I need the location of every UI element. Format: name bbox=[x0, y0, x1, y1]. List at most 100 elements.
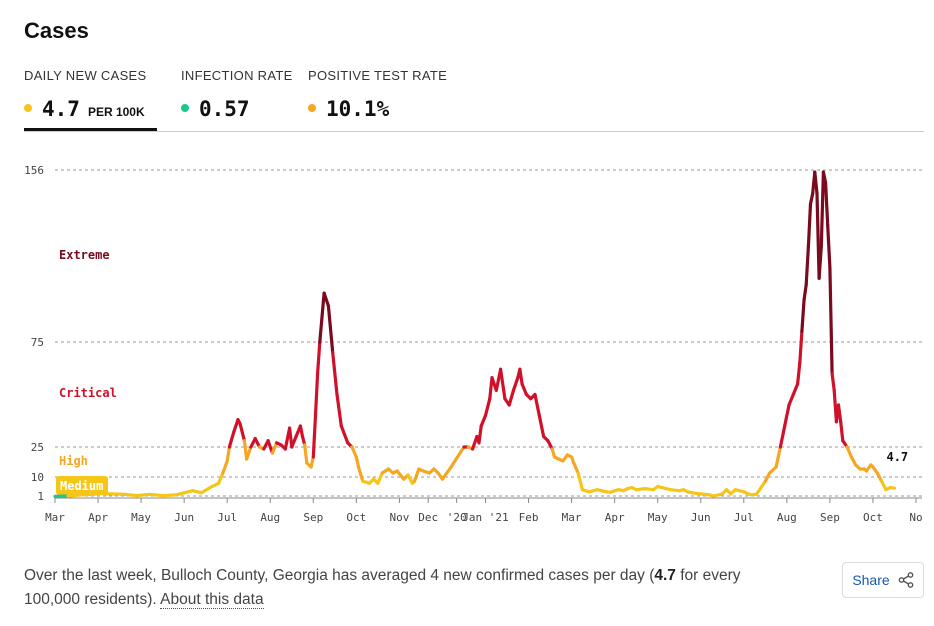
x-tick-label: May bbox=[648, 511, 668, 524]
series-segment bbox=[303, 443, 309, 465]
x-tick-label: Jun bbox=[174, 511, 194, 524]
series-segment bbox=[318, 291, 326, 344]
zone-label-bg bbox=[56, 476, 108, 495]
series-segment bbox=[576, 471, 585, 492]
series-segment bbox=[778, 424, 787, 449]
series-segment bbox=[350, 445, 358, 459]
level-dot-icon bbox=[308, 104, 316, 112]
x-tick-label: Feb bbox=[519, 511, 539, 524]
share-label: Share bbox=[852, 572, 890, 588]
x-tick-label: Aug bbox=[260, 511, 280, 524]
series-segment bbox=[804, 244, 811, 287]
x-tick-label: Jul bbox=[734, 511, 754, 524]
series-segment bbox=[79, 492, 96, 497]
series-segment bbox=[572, 461, 580, 475]
series-segment bbox=[533, 392, 541, 418]
series-segment bbox=[290, 434, 298, 449]
x-tick-label: No bbox=[909, 511, 922, 524]
series-segment bbox=[208, 481, 221, 490]
y-tick-label: 1 bbox=[37, 490, 44, 503]
x-tick-label: Apr bbox=[605, 511, 625, 524]
tab-positive-test-rate[interactable]: POSITIVE TEST RATE 10.1% bbox=[308, 68, 447, 121]
series-segment bbox=[477, 424, 483, 445]
zone-label-medium: Medium bbox=[60, 479, 103, 493]
series-segment bbox=[800, 297, 806, 333]
series-segment bbox=[817, 244, 823, 280]
series-segment bbox=[774, 445, 783, 469]
series-segment bbox=[298, 424, 305, 439]
x-tick-label: Mar bbox=[45, 511, 65, 524]
series-segment bbox=[335, 392, 343, 428]
series-segment bbox=[830, 371, 836, 392]
x-tick-label: Apr bbox=[88, 511, 108, 524]
x-tick-label: Nov bbox=[389, 511, 409, 524]
series-segment bbox=[354, 455, 361, 469]
series-segment bbox=[806, 202, 813, 249]
series-segment bbox=[221, 459, 229, 475]
series-segment bbox=[316, 340, 322, 376]
zone-label-critical: Critical bbox=[59, 386, 117, 400]
active-tab-indicator bbox=[24, 128, 157, 131]
y-tick-label: 10 bbox=[31, 471, 44, 484]
series-segment bbox=[238, 422, 246, 443]
series-segment bbox=[520, 382, 529, 397]
series-segment bbox=[499, 367, 507, 401]
series-segment bbox=[148, 492, 165, 498]
series-segment bbox=[135, 492, 152, 498]
tab-label: DAILY NEW CASES bbox=[24, 68, 147, 83]
y-tick-label: 25 bbox=[31, 441, 44, 454]
zone-label-extreme: Extreme bbox=[59, 248, 110, 262]
series-segment bbox=[798, 329, 804, 365]
series-segment bbox=[836, 403, 843, 424]
page-title: Cases bbox=[24, 18, 89, 43]
cases-series bbox=[53, 170, 897, 498]
x-tick-label: Sep bbox=[820, 511, 840, 524]
tab-daily-new-cases[interactable]: DAILY NEW CASES 4.7 PER 100K bbox=[24, 68, 157, 131]
x-tick-label: Oct bbox=[863, 511, 883, 524]
summary-after: for every 100,000 residents). bbox=[24, 567, 741, 608]
tab-label: INFECTION RATE bbox=[181, 68, 293, 83]
share-button[interactable]: Share bbox=[842, 562, 924, 598]
x-tick-label: Mar bbox=[562, 511, 582, 524]
series-segment bbox=[787, 392, 795, 407]
metric-tabs: DAILY NEW CASES 4.7 PER 100K INFECTION R… bbox=[24, 68, 924, 132]
series-segment bbox=[821, 170, 828, 185]
x-tick-label: '20 bbox=[447, 511, 467, 524]
series-segment bbox=[199, 486, 212, 495]
x-tick-label: Dec bbox=[418, 511, 438, 524]
tab-unit: PER 100K bbox=[87, 105, 145, 119]
summary-text: Over the last week, Bulloch County, Geor… bbox=[24, 564, 764, 612]
series-segment bbox=[245, 445, 253, 461]
series-segment bbox=[808, 191, 815, 206]
series-segment bbox=[828, 266, 834, 376]
tab-label: POSITIVE TEST RATE bbox=[308, 68, 448, 83]
series-segment bbox=[888, 486, 897, 490]
series-segment bbox=[376, 471, 384, 485]
cases-line-chart: 1 10 25 75 156 Mar Apr May Jun Jul Aug Sep Oct Nov Dec… bbox=[24, 164, 923, 524]
series-segment bbox=[313, 371, 320, 418]
tab-value: 4.7 bbox=[42, 97, 80, 121]
level-dot-icon bbox=[24, 104, 32, 112]
zone-label-high: High bbox=[59, 454, 88, 468]
tab-infection-rate[interactable]: INFECTION RATE 0.57 bbox=[181, 68, 293, 121]
series-segment bbox=[479, 413, 488, 428]
level-dot-icon bbox=[181, 104, 189, 112]
series-segment bbox=[449, 455, 460, 469]
x-tick-label: Sep bbox=[303, 511, 323, 524]
series-segment bbox=[813, 170, 819, 196]
series-segment bbox=[802, 283, 808, 302]
share-icon bbox=[898, 572, 914, 588]
last-value-label: 4.7 bbox=[886, 450, 908, 464]
x-tick-label: Jul bbox=[217, 511, 237, 524]
series-segment bbox=[322, 291, 330, 308]
x-tick-label: May bbox=[131, 511, 151, 524]
series-segment bbox=[309, 455, 315, 469]
x-tick-label: Aug bbox=[777, 511, 797, 524]
x-tick-label: Oct bbox=[346, 511, 366, 524]
series-segment bbox=[537, 413, 546, 439]
series-segment bbox=[395, 469, 406, 481]
series-segment bbox=[412, 467, 421, 483]
about-data-link[interactable]: About this data bbox=[160, 591, 264, 609]
series-segment bbox=[819, 170, 826, 249]
series-segment bbox=[507, 388, 516, 407]
